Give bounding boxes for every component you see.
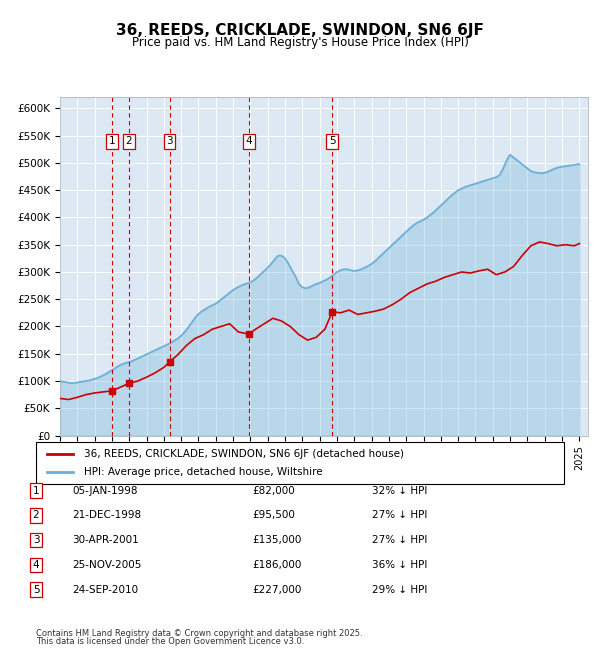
Text: 29% ↓ HPI: 29% ↓ HPI [372, 584, 427, 595]
Text: 2: 2 [125, 136, 132, 146]
Text: 4: 4 [32, 560, 40, 570]
Text: 25-NOV-2005: 25-NOV-2005 [72, 560, 142, 570]
Text: Price paid vs. HM Land Registry's House Price Index (HPI): Price paid vs. HM Land Registry's House … [131, 36, 469, 49]
Text: 3: 3 [32, 535, 40, 545]
Text: 32% ↓ HPI: 32% ↓ HPI [372, 486, 427, 496]
Text: 4: 4 [245, 136, 252, 146]
Text: £186,000: £186,000 [252, 560, 301, 570]
Text: 21-DEC-1998: 21-DEC-1998 [72, 510, 141, 521]
Text: Contains HM Land Registry data © Crown copyright and database right 2025.: Contains HM Land Registry data © Crown c… [36, 629, 362, 638]
Text: £82,000: £82,000 [252, 486, 295, 496]
Text: 27% ↓ HPI: 27% ↓ HPI [372, 535, 427, 545]
Text: HPI: Average price, detached house, Wiltshire: HPI: Average price, detached house, Wilt… [83, 467, 322, 477]
Text: 1: 1 [32, 486, 40, 496]
Text: 3: 3 [166, 136, 173, 146]
Text: 1: 1 [109, 136, 116, 146]
FancyBboxPatch shape [36, 442, 564, 484]
Text: 05-JAN-1998: 05-JAN-1998 [72, 486, 137, 496]
Text: 36% ↓ HPI: 36% ↓ HPI [372, 560, 427, 570]
Text: £95,500: £95,500 [252, 510, 295, 521]
Text: 36, REEDS, CRICKLADE, SWINDON, SN6 6JF (detached house): 36, REEDS, CRICKLADE, SWINDON, SN6 6JF (… [83, 449, 404, 459]
Text: £135,000: £135,000 [252, 535, 301, 545]
Text: 30-APR-2001: 30-APR-2001 [72, 535, 139, 545]
Text: 27% ↓ HPI: 27% ↓ HPI [372, 510, 427, 521]
Text: 5: 5 [329, 136, 335, 146]
Text: 36, REEDS, CRICKLADE, SWINDON, SN6 6JF: 36, REEDS, CRICKLADE, SWINDON, SN6 6JF [116, 23, 484, 38]
Text: 5: 5 [32, 584, 40, 595]
Text: 2: 2 [32, 510, 40, 521]
Text: 24-SEP-2010: 24-SEP-2010 [72, 584, 138, 595]
Text: This data is licensed under the Open Government Licence v3.0.: This data is licensed under the Open Gov… [36, 637, 304, 646]
Text: £227,000: £227,000 [252, 584, 301, 595]
